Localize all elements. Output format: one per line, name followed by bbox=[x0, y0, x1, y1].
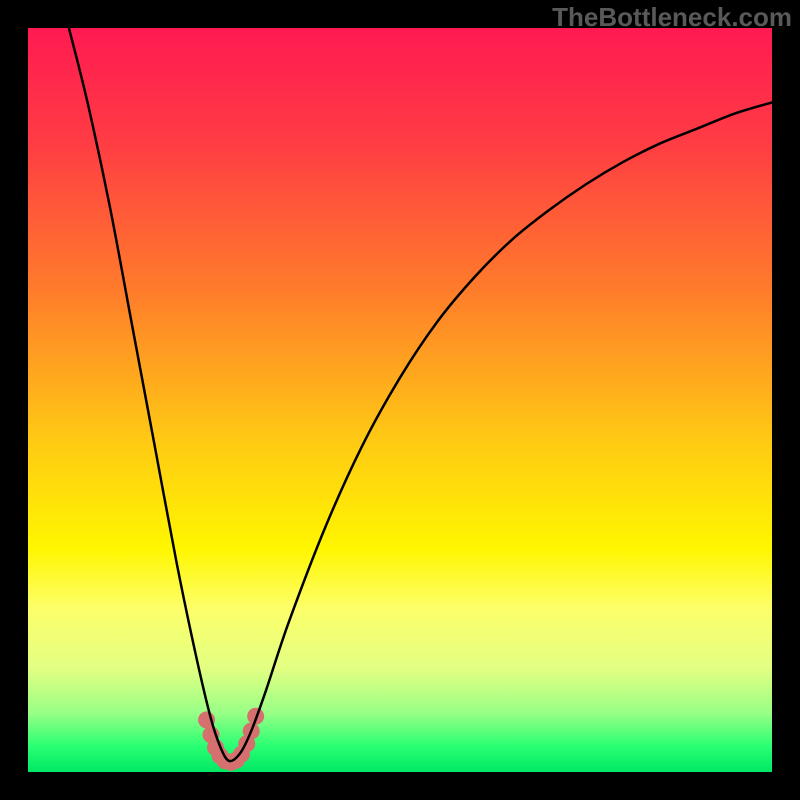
watermark-label: TheBottleneck.com bbox=[552, 2, 792, 33]
plot-area bbox=[28, 28, 772, 772]
gradient-background bbox=[28, 28, 772, 772]
plot-svg bbox=[28, 28, 772, 772]
chart-frame: TheBottleneck.com bbox=[0, 0, 800, 800]
